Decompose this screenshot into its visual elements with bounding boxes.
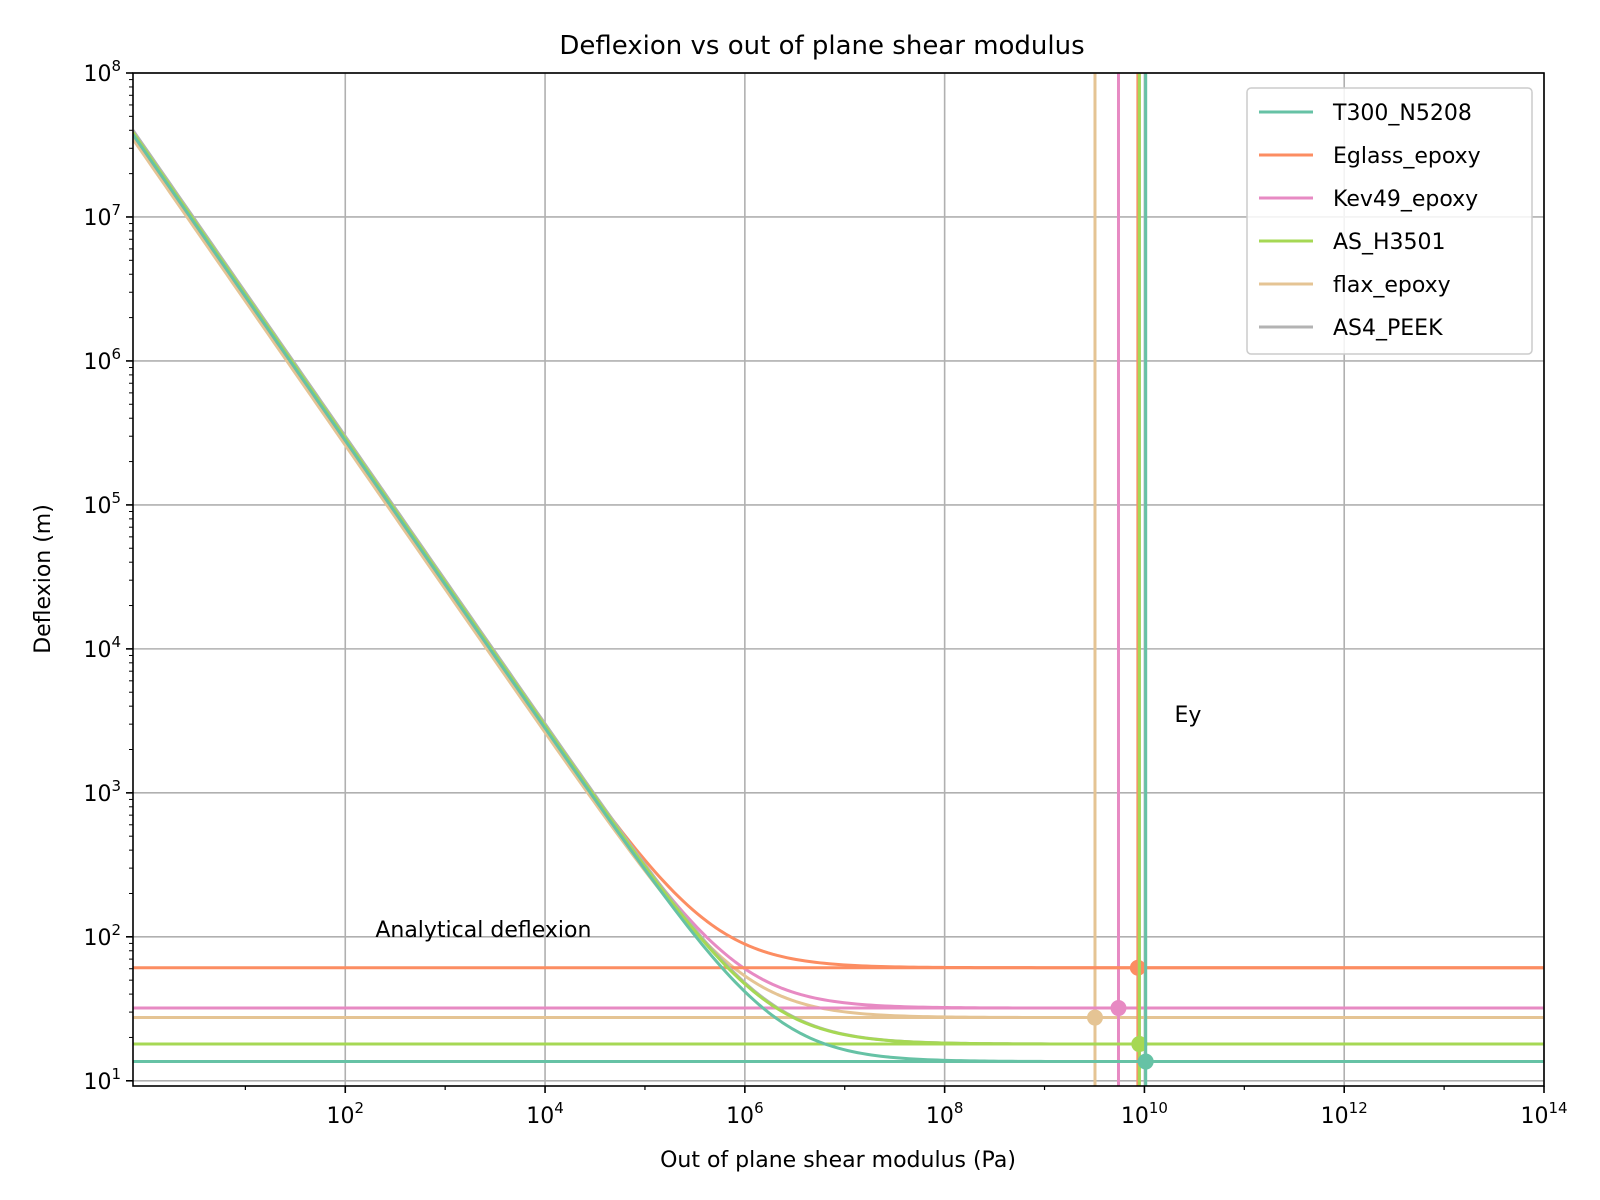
y-tick-exponent: 1 <box>111 1065 121 1083</box>
y-tick-exponent: 3 <box>111 777 121 795</box>
legend-label: flax_epoxy <box>1333 273 1451 298</box>
x-tick-base: 10 <box>326 1104 354 1129</box>
y-tick-label: 104 <box>83 633 121 663</box>
x-tick-exponent: 10 <box>1149 1099 1168 1117</box>
y-tick-exponent: 4 <box>111 633 121 651</box>
marker-T300_N5208 <box>1137 1053 1154 1070</box>
x-tick-label: 1012 <box>1321 1099 1368 1129</box>
y-tick-exponent: 7 <box>111 201 121 219</box>
tick-layer: 102 104 106 108 1010 1012 10141011021031041051… <box>83 57 1567 1129</box>
x-tick-base: 10 <box>726 1104 754 1129</box>
legend-label: T300_N5208 <box>1332 101 1472 126</box>
x-tick-exponent: 6 <box>754 1099 764 1117</box>
y-tick-label: 107 <box>83 201 121 231</box>
y-tick-base: 10 <box>83 926 111 951</box>
y-tick-base: 10 <box>83 782 111 807</box>
x-tick-exponent: 8 <box>954 1099 964 1117</box>
y-tick-base: 10 <box>83 638 111 663</box>
x-tick-label: 1010 <box>1121 1099 1168 1129</box>
x-tick-exponent: 14 <box>1548 1099 1567 1117</box>
y-tick-base: 10 <box>83 62 111 87</box>
x-tick-label: 1014 <box>1520 1099 1567 1129</box>
y-tick-label: 105 <box>83 489 121 519</box>
y-tick-label: 108 <box>83 57 121 87</box>
chart-title: Deflexion vs out of plane shear modulus <box>559 31 1084 61</box>
marker-flax_epoxy <box>1086 1009 1103 1026</box>
legend: T300_N5208 Eglass_epoxy Kev49_epoxy AS_H350… <box>1246 87 1533 355</box>
y-tick-base: 10 <box>83 350 111 375</box>
x-tick-label: 104 <box>526 1099 564 1129</box>
y-tick-label: 102 <box>83 921 121 951</box>
x-tick-exponent: 12 <box>1349 1099 1368 1117</box>
series-flax_epoxy <box>133 73 1544 1086</box>
plot-frame <box>132 72 1545 1087</box>
legend-label: Eglass_epoxy <box>1333 144 1481 169</box>
y-axis-label: Deflexion (m) <box>31 504 56 654</box>
series-layer <box>133 73 1544 1086</box>
x-tick-base: 10 <box>526 1104 554 1129</box>
x-tick-base: 10 <box>926 1104 954 1129</box>
legend-label: AS4_PEEK <box>1333 316 1443 341</box>
y-tick-exponent: 8 <box>111 57 121 75</box>
x-tick-exponent: 2 <box>354 1099 364 1117</box>
x-tick-label: 102 <box>326 1099 364 1129</box>
curve-T300_N5208 <box>133 133 1544 1064</box>
legend-box <box>1246 87 1533 355</box>
annotation-text: Analytical deflexion <box>375 918 591 943</box>
legend-label: Kev49_epoxy <box>1333 187 1478 212</box>
y-tick-exponent: 2 <box>111 921 121 939</box>
x-axis-label: Out of plane shear modulus (Pa) <box>660 1148 1016 1173</box>
y-tick-label: 106 <box>83 345 121 375</box>
x-tick-label: 106 <box>726 1099 764 1129</box>
y-tick-label: 103 <box>83 777 121 807</box>
x-tick-base: 10 <box>1520 1104 1548 1129</box>
series-T300_N5208 <box>133 73 1544 1086</box>
y-tick-exponent: 6 <box>111 345 121 363</box>
y-tick-base: 10 <box>83 1070 111 1095</box>
annotation-layer: Analytical deflexion Ey <box>375 703 1201 943</box>
annotation-text: Ey <box>1174 703 1201 728</box>
y-tick-label: 101 <box>83 1065 121 1095</box>
x-tick-exponent: 4 <box>554 1099 564 1117</box>
x-tick-label: 108 <box>926 1099 964 1129</box>
marker-Kev49_epoxy <box>1110 1000 1127 1017</box>
x-tick-base: 10 <box>1321 1104 1349 1129</box>
x-tick-base: 10 <box>1121 1104 1149 1129</box>
legend-label: AS_H3501 <box>1333 230 1446 255</box>
curve-flax_epoxy <box>133 138 1544 1020</box>
y-tick-base: 10 <box>83 206 111 231</box>
y-tick-base: 10 <box>83 494 111 519</box>
marker-AS_H3501 <box>1131 1036 1148 1053</box>
y-tick-exponent: 5 <box>111 489 121 507</box>
